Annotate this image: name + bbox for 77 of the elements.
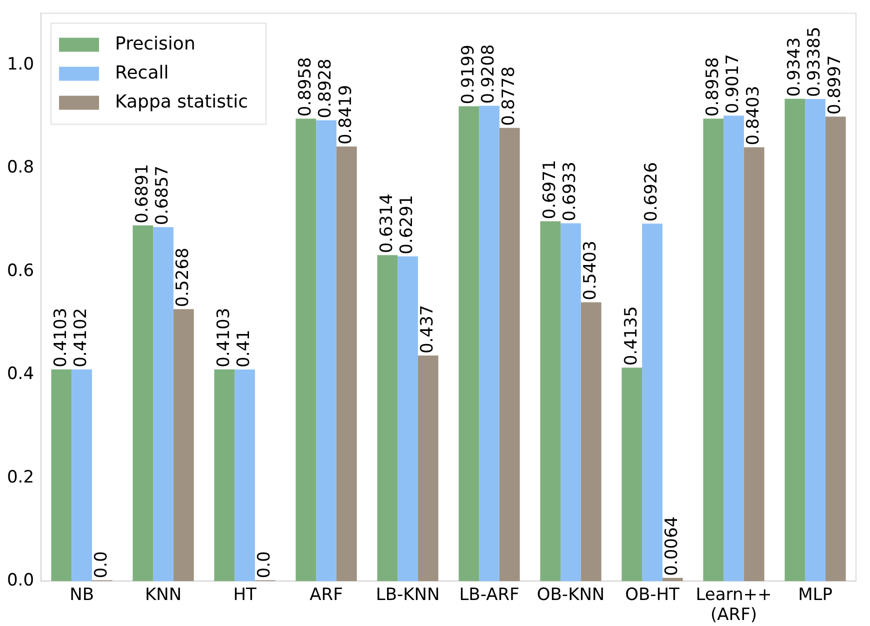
x-tick-label: ARF: [310, 584, 343, 605]
y-tick-label: 0.0: [6, 570, 34, 591]
data-label: 0.8778: [499, 66, 520, 126]
data-label: 0.9343: [784, 37, 804, 97]
legend-label: Recall: [115, 62, 169, 84]
bar: [234, 369, 255, 582]
data-label: 0.4103: [214, 308, 234, 368]
data-label: 0.0: [254, 551, 275, 578]
x-tick-label: HT: [233, 584, 257, 605]
bar: [744, 147, 764, 582]
bar: [51, 369, 72, 582]
x-tick-label: Learn++ (ARF): [696, 584, 772, 626]
data-label: 0.0064: [662, 516, 682, 576]
bar: [336, 146, 357, 582]
bar: [560, 223, 581, 582]
data-label: 0.0: [92, 551, 112, 578]
bar: [153, 227, 174, 582]
legend-label: Kappa statistic: [115, 91, 248, 112]
data-label: 0.9017: [723, 54, 744, 114]
data-label: 0.8997: [825, 55, 846, 115]
bar: [214, 369, 235, 582]
data-label: 0.8419: [336, 84, 356, 144]
bar: [825, 116, 846, 582]
bar: [805, 98, 826, 582]
y-tick-label: 0.2: [6, 467, 34, 488]
bar: [458, 106, 480, 582]
data-label: 0.6933: [560, 162, 580, 222]
bar: [662, 578, 683, 582]
data-label: 0.8403: [744, 86, 764, 146]
bar: [540, 221, 561, 582]
bar: [398, 256, 418, 582]
data-label: 0.6314: [376, 194, 397, 254]
bar: [703, 118, 724, 582]
data-label: 0.437: [418, 304, 438, 354]
x-tick-label: MLP: [798, 584, 832, 605]
bar: [499, 128, 520, 582]
data-label: 0.93385: [804, 26, 825, 97]
x-tick-label: OB-HT: [625, 584, 680, 605]
data-label: 0.8958: [295, 57, 316, 117]
data-label: 0.6926: [642, 162, 662, 222]
y-tick-label: 0.8: [6, 158, 34, 178]
data-label: 0.4103: [50, 308, 71, 368]
data-label: 0.9208: [478, 44, 499, 104]
bar: [479, 106, 500, 582]
data-label: 0.41: [234, 330, 254, 368]
bar: [316, 120, 336, 582]
bar: [642, 224, 662, 582]
y-tick-label: 0.4: [6, 364, 34, 384]
y-tick-label: 1.0: [6, 54, 34, 74]
data-label: 0.5403: [580, 240, 601, 300]
y-tick-label: 0.6: [6, 260, 34, 281]
x-tick-label: OB-KNN: [536, 584, 605, 605]
legend-label: Precision: [115, 33, 196, 54]
bar: [724, 116, 744, 582]
x-tick-label: KNN: [144, 584, 182, 605]
data-label: 0.8958: [702, 57, 723, 117]
bar: [132, 225, 154, 582]
bar: [622, 368, 642, 582]
data-label: 0.6971: [540, 160, 560, 220]
bar: [784, 98, 806, 582]
data-label: 0.8928: [316, 58, 336, 118]
data-label: 0.4135: [621, 306, 642, 366]
bar: [580, 302, 602, 582]
x-tick-label: LB-KNN: [376, 584, 440, 605]
bar: [72, 369, 92, 582]
data-label: 0.5268: [173, 248, 194, 308]
data-label: 0.4102: [71, 308, 92, 368]
bar: [418, 356, 438, 582]
data-label: 0.6857: [152, 166, 173, 226]
x-tick-label: NB: [70, 584, 94, 605]
data-label: 0.6291: [397, 194, 418, 254]
data-label: 0.6891: [132, 164, 152, 224]
bar: [377, 255, 398, 582]
bar: [296, 118, 316, 582]
data-label: 0.9199: [458, 44, 478, 104]
bar: [173, 309, 194, 582]
x-tick-label: LB-ARF: [459, 584, 520, 605]
